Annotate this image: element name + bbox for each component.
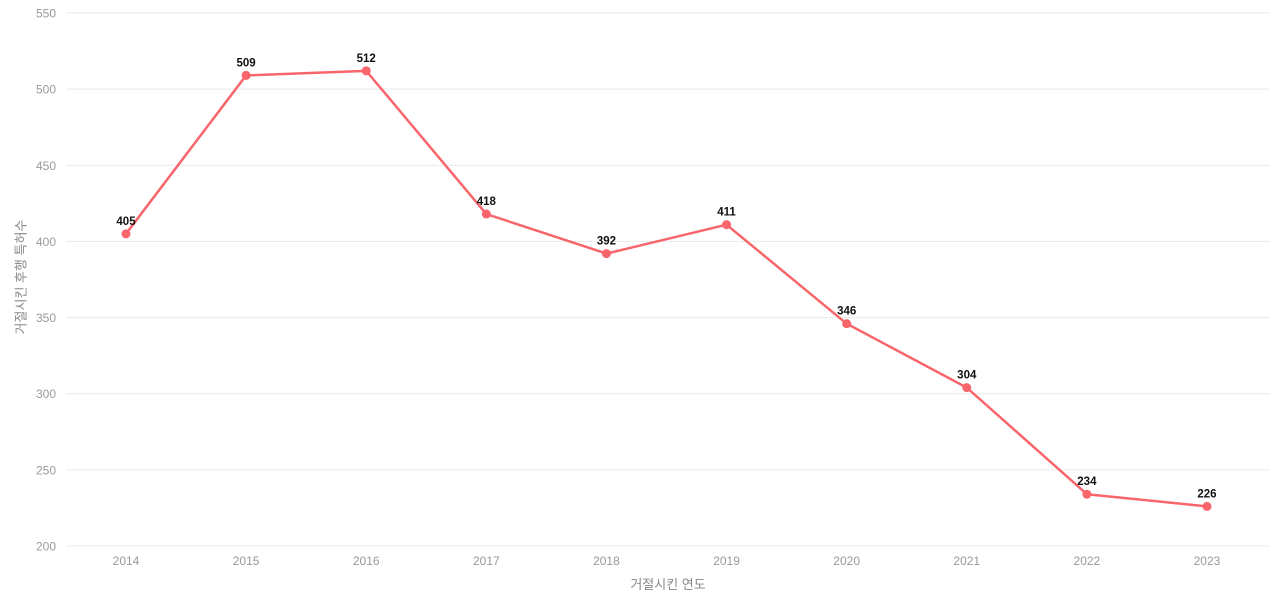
data-label-2020: 346 bbox=[837, 306, 856, 318]
x-tick-2021: 2021 bbox=[953, 554, 980, 568]
data-point-2023[interactable] bbox=[1202, 501, 1212, 511]
data-point-2022[interactable] bbox=[1082, 489, 1092, 499]
data-label-2014: 405 bbox=[116, 216, 136, 228]
y-tick-500: 500 bbox=[36, 83, 56, 97]
data-label-2023: 226 bbox=[1197, 488, 1216, 500]
data-point-2019[interactable] bbox=[722, 220, 732, 230]
data-point-2014[interactable] bbox=[121, 229, 131, 239]
data-point-2018[interactable] bbox=[601, 249, 611, 259]
x-tick-2016: 2016 bbox=[353, 554, 380, 568]
data-point-2016[interactable] bbox=[361, 66, 371, 76]
x-tick-2019: 2019 bbox=[713, 554, 740, 568]
x-tick-2018: 2018 bbox=[593, 554, 620, 568]
x-tick-2014: 2014 bbox=[113, 554, 140, 568]
data-label-2016: 512 bbox=[357, 53, 376, 65]
data-label-2015: 509 bbox=[237, 57, 256, 69]
data-point-2015[interactable] bbox=[241, 70, 251, 80]
y-tick-400: 400 bbox=[36, 235, 56, 249]
data-label-2017: 418 bbox=[477, 196, 497, 208]
data-label-2019: 411 bbox=[717, 207, 736, 219]
y-tick-250: 250 bbox=[36, 463, 56, 477]
y-tick-550: 550 bbox=[36, 7, 56, 21]
x-tick-2020: 2020 bbox=[833, 554, 860, 568]
y-tick-200: 200 bbox=[36, 540, 56, 554]
x-tick-2015: 2015 bbox=[233, 554, 260, 568]
y-tick-450: 450 bbox=[36, 159, 56, 173]
x-tick-2017: 2017 bbox=[473, 554, 500, 568]
x-tick-2022: 2022 bbox=[1074, 554, 1101, 568]
data-label-2018: 392 bbox=[597, 236, 616, 248]
data-point-2020[interactable] bbox=[842, 319, 852, 329]
data-point-2017[interactable] bbox=[481, 209, 491, 219]
data-label-2021: 304 bbox=[957, 370, 977, 382]
data-point-2021[interactable] bbox=[962, 383, 972, 393]
x-tick-2023: 2023 bbox=[1194, 554, 1221, 568]
data-label-2022: 234 bbox=[1077, 476, 1097, 488]
series-line bbox=[124, 69, 1209, 508]
y-tick-300: 300 bbox=[36, 387, 56, 401]
y-tick-350: 350 bbox=[36, 311, 56, 325]
